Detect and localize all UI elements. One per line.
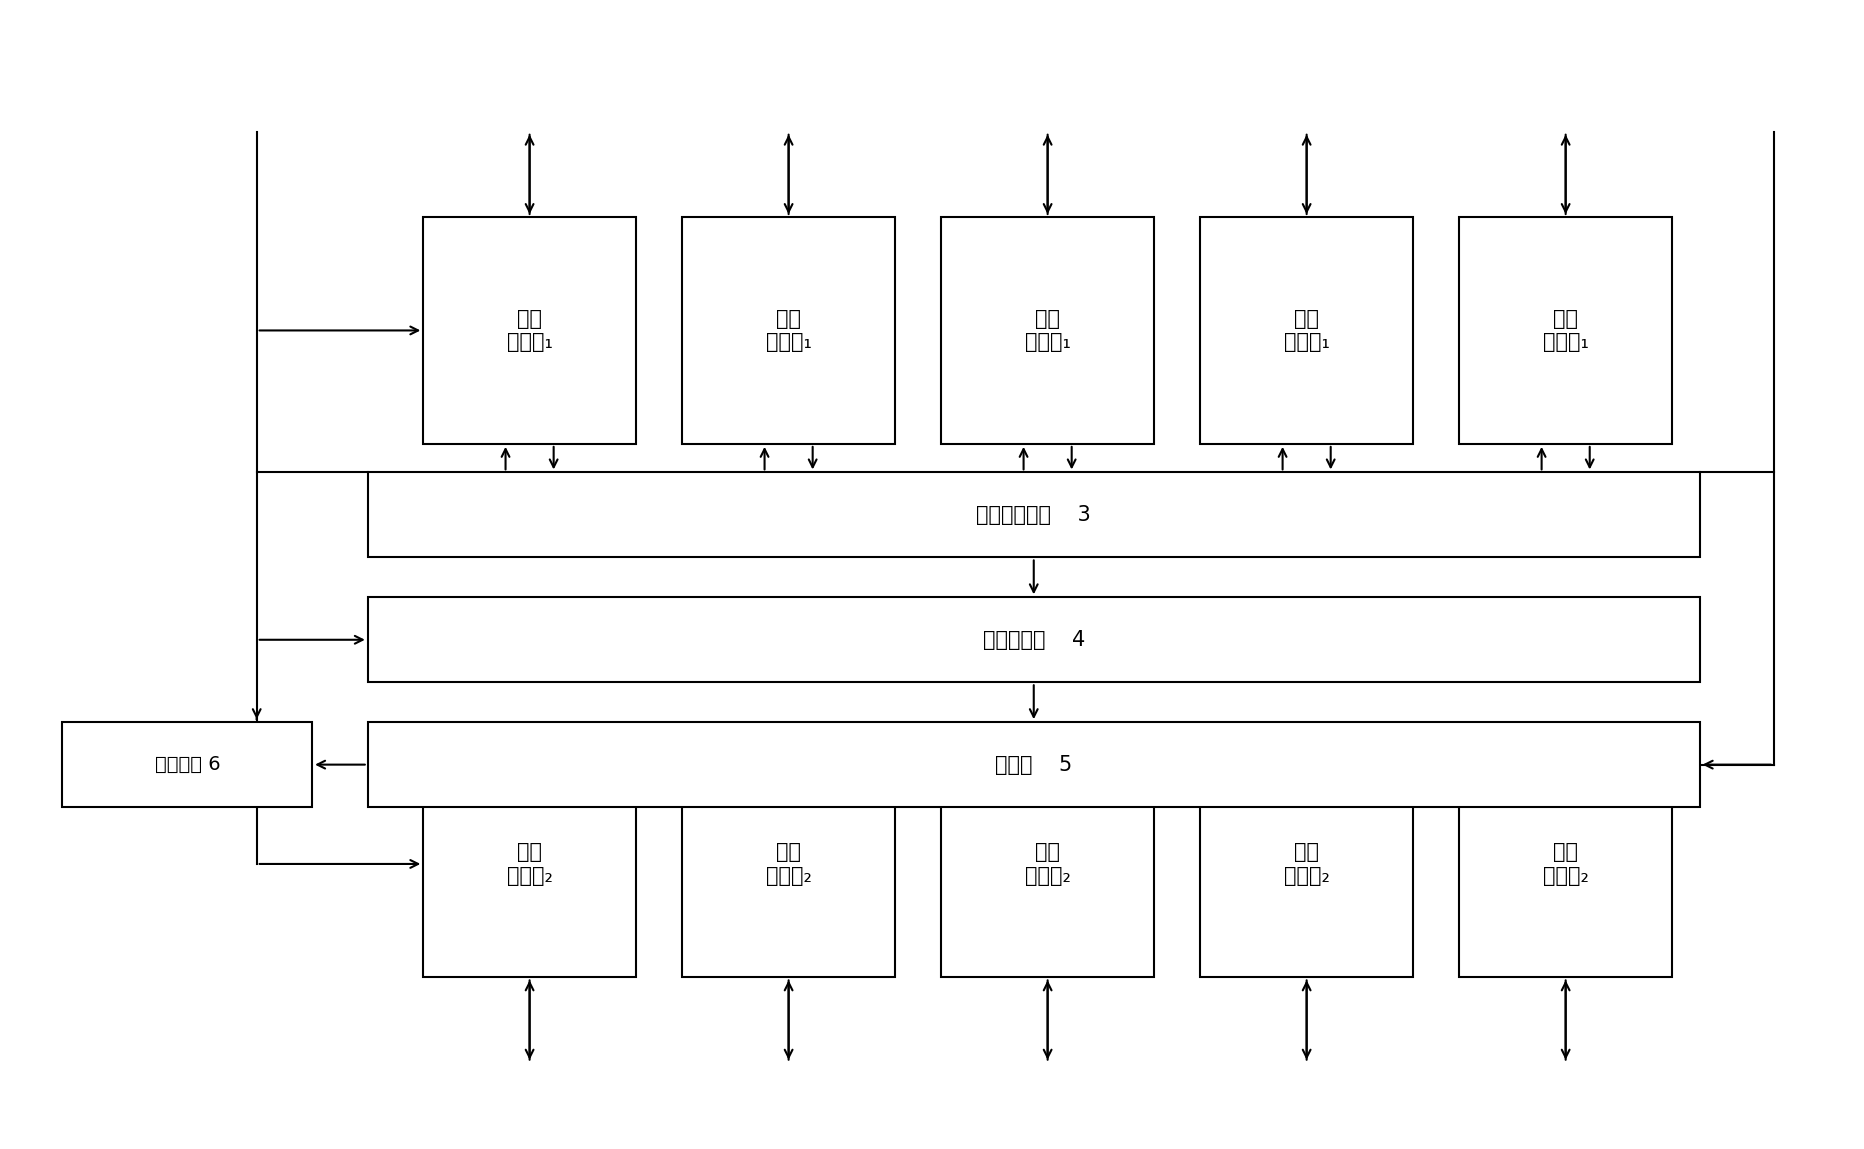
- Bar: [367, 597, 1700, 683]
- Text: 输入
状态机₁: 输入 状态机₁: [1025, 309, 1070, 352]
- Text: 输出
状态机₂: 输出 状态机₂: [1543, 842, 1588, 886]
- Bar: [367, 472, 1700, 557]
- Bar: [367, 722, 1700, 808]
- Text: 输出
状态机₂: 输出 状态机₂: [1284, 842, 1329, 886]
- Text: 输入
状态机₁: 输入 状态机₁: [1284, 309, 1329, 352]
- Bar: [682, 750, 895, 978]
- Text: 输出
状态机₂: 输出 状态机₂: [507, 842, 552, 886]
- Text: 输入
状态机₁: 输入 状态机₁: [1543, 309, 1588, 352]
- Text: 输出
状态机₂: 输出 状态机₂: [1025, 842, 1070, 886]
- Text: 输入
状态机₁: 输入 状态机₁: [766, 309, 811, 352]
- Bar: [63, 722, 311, 808]
- Text: 输入
状态机₁: 输入 状态机₁: [507, 309, 552, 352]
- Text: 交叉开关 6: 交叉开关 6: [155, 755, 220, 774]
- Bar: [423, 750, 636, 978]
- Bar: [1460, 217, 1672, 444]
- Bar: [1200, 217, 1413, 444]
- Text: 地址译码器    4: 地址译码器 4: [982, 630, 1085, 650]
- Bar: [682, 217, 895, 444]
- Bar: [941, 217, 1154, 444]
- Text: 输出
状态机₂: 输出 状态机₂: [766, 842, 811, 886]
- Bar: [1200, 750, 1413, 978]
- Text: 优先级编码器    3: 优先级编码器 3: [977, 504, 1090, 525]
- Bar: [941, 750, 1154, 978]
- Text: 仲裁器    5: 仲裁器 5: [995, 755, 1072, 774]
- Bar: [423, 217, 636, 444]
- Bar: [1460, 750, 1672, 978]
